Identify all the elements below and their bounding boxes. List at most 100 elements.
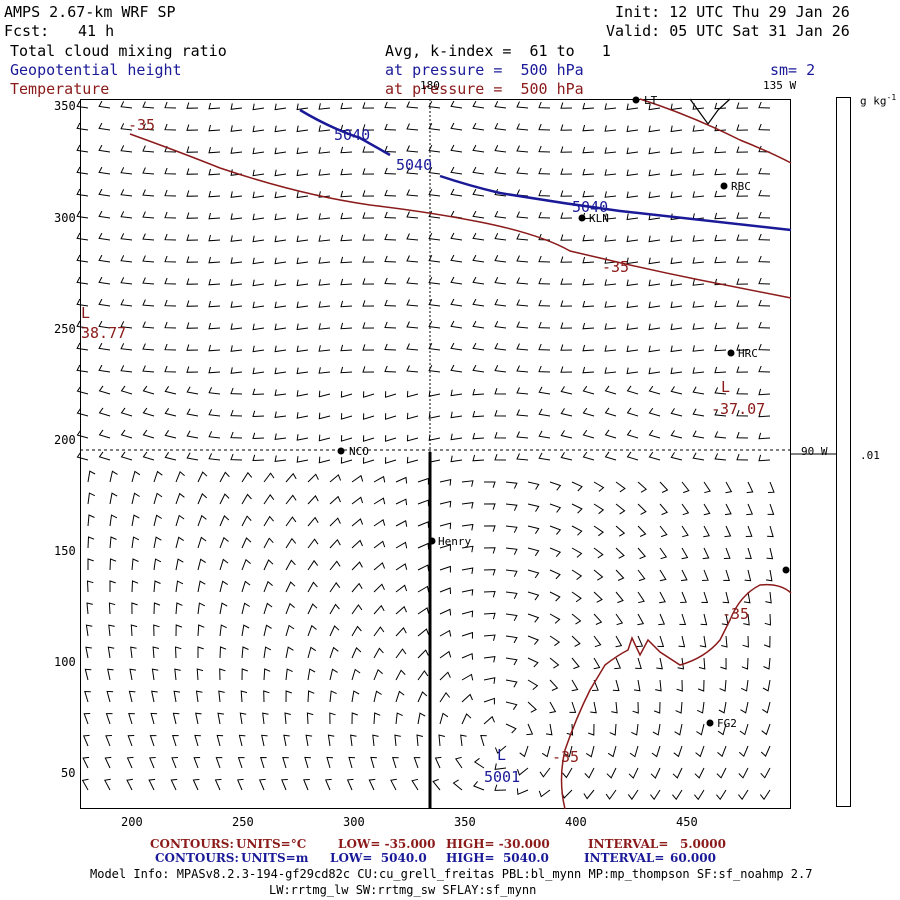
- wind-barb: [714, 102, 727, 110]
- wind-barb: [582, 322, 595, 330]
- wind-barb: [494, 432, 507, 439]
- wind-barb: [633, 679, 641, 692]
- wind-barb: [128, 690, 136, 703]
- wind-barb: [318, 125, 331, 132]
- wind-barb: [538, 452, 551, 461]
- wind-barb: [307, 473, 319, 483]
- wind-barb: [615, 569, 625, 581]
- wind-barb: [120, 385, 133, 395]
- wind-barb: [373, 690, 382, 703]
- wind-barb: [582, 429, 595, 439]
- station-label-henry: Henry: [438, 535, 472, 548]
- wind-barb: [98, 407, 111, 417]
- wind-barb: [695, 745, 705, 758]
- wind-barb: [230, 125, 243, 132]
- wind-barb: [432, 778, 441, 791]
- wind-barb: [604, 407, 617, 417]
- wind-barb: [283, 734, 290, 747]
- wind-barb: [694, 767, 705, 779]
- wind-barb: [208, 234, 221, 242]
- wind-barb: [329, 625, 340, 637]
- contour-info-height-interval-value: 60.000: [670, 851, 716, 865]
- wind-barb: [659, 525, 668, 538]
- wind-barb: [439, 608, 452, 616]
- wind-barb: [483, 697, 495, 705]
- wind-barb: [604, 213, 617, 220]
- wind-barb: [351, 539, 363, 549]
- wind-barb: [762, 679, 771, 692]
- wind-barb: [351, 604, 363, 615]
- wind-barb: [692, 257, 705, 264]
- wind-barb: [384, 299, 397, 307]
- wind-barb: [395, 712, 403, 725]
- wind-barb: [384, 343, 397, 351]
- wind-barb: [241, 580, 251, 593]
- wind-barb: [384, 211, 397, 219]
- wind-barb: [736, 256, 749, 263]
- wind-barb: [406, 390, 419, 398]
- wind-barb: [582, 366, 595, 374]
- wind-barb: [670, 191, 683, 199]
- wind-barb: [571, 525, 583, 536]
- wind-barb: [607, 745, 617, 758]
- wind-barb: [318, 456, 331, 464]
- y-tick-200: 200: [54, 433, 76, 447]
- wind-barb: [699, 635, 707, 648]
- wind-barb: [648, 429, 661, 439]
- wind-barb: [560, 256, 573, 263]
- wind-barb: [175, 492, 185, 505]
- wind-barb: [483, 525, 496, 532]
- valid-time: Valid: 05 UTC Sat 31 Jan 26: [606, 22, 850, 40]
- wind-barb: [604, 345, 617, 352]
- wind-barb: [450, 122, 463, 131]
- wind-barb: [692, 323, 705, 330]
- wind-barb: [186, 190, 199, 197]
- wind-barb: [560, 408, 573, 417]
- wind-barb: [460, 734, 467, 747]
- wind-barb: [648, 235, 661, 243]
- wind-barb: [373, 668, 383, 681]
- wind-barb: [186, 366, 199, 373]
- wind-barb: [197, 471, 208, 483]
- wind-barb: [384, 167, 397, 175]
- wind-barb: [142, 299, 155, 307]
- wind-barb: [560, 366, 573, 373]
- wind-barb: [241, 537, 252, 549]
- edge-value: 38.77: [81, 324, 127, 342]
- wind-barb: [307, 538, 319, 549]
- wind-barb: [615, 591, 624, 604]
- wind-barb: [164, 343, 177, 351]
- wind-barb: [758, 454, 771, 462]
- wind-barb: [428, 122, 441, 131]
- wind-barb: [541, 745, 551, 758]
- wind-barb: [760, 767, 771, 779]
- wind-barb: [428, 232, 441, 241]
- wind-barb: [562, 767, 573, 779]
- wind-barb: [738, 745, 749, 758]
- wind-barb: [373, 475, 386, 483]
- wind-barb: [186, 300, 199, 307]
- wind-barb: [659, 547, 668, 560]
- wind-barb: [702, 547, 710, 560]
- wind-barb: [604, 385, 617, 395]
- wind-barb: [648, 213, 661, 221]
- wind-barb: [450, 276, 463, 285]
- y-tick-250: 250: [54, 322, 76, 336]
- wind-barb: [197, 514, 207, 527]
- wind-barb: [164, 452, 177, 461]
- wind-barb: [538, 211, 551, 219]
- wind-barb: [615, 613, 624, 626]
- wind-barb: [98, 364, 111, 373]
- wind-barb: [208, 300, 221, 308]
- wind-barb: [538, 145, 551, 153]
- low-center-height-letter: L: [497, 746, 507, 764]
- wind-barb: [692, 235, 705, 242]
- wind-barb: [736, 387, 749, 395]
- wind-barb: [417, 628, 430, 637]
- wind-barb: [252, 454, 265, 462]
- wind-barb: [340, 102, 353, 110]
- wind-barb: [758, 101, 771, 109]
- wind-barb: [219, 646, 227, 659]
- wind-barb: [239, 712, 247, 725]
- wind-barb: [219, 668, 226, 681]
